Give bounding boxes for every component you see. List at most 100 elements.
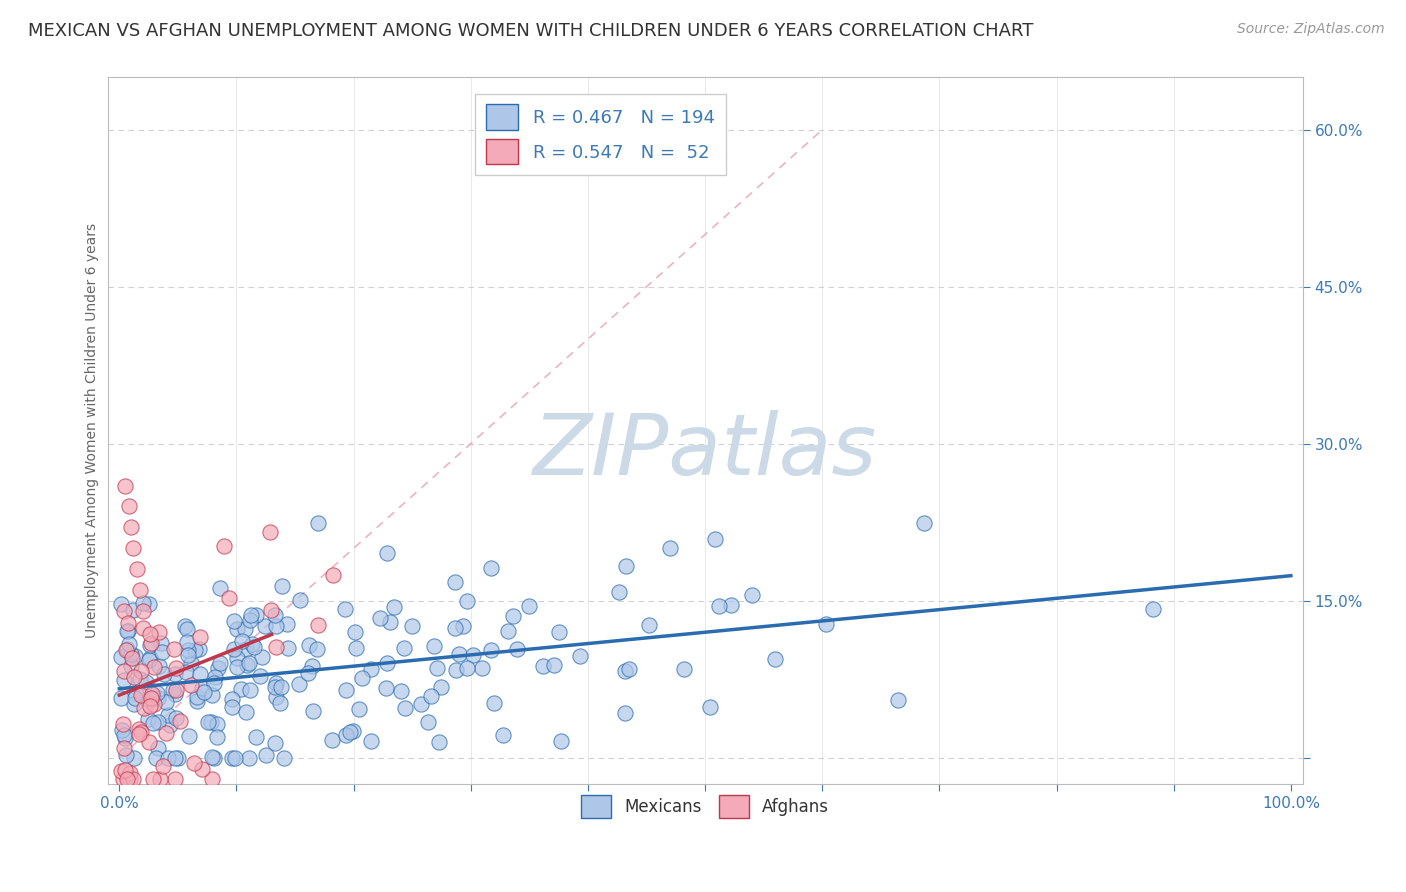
Point: [150, 636, 173, 650]
Point: [138, 598, 160, 612]
Point: [163, 687, 186, 701]
Point: [174, 665, 197, 679]
Point: [148, 624, 170, 639]
Point: [496, 624, 519, 639]
Point: [423, 639, 446, 653]
Point: [912, 516, 935, 531]
Point: [222, 614, 245, 628]
Point: [142, 716, 165, 731]
Point: [155, 726, 177, 740]
Point: [426, 661, 449, 675]
Point: [148, 740, 170, 755]
Point: [250, 649, 273, 664]
Point: [188, 631, 211, 645]
Point: [202, 750, 225, 764]
Point: [264, 607, 287, 622]
Point: [142, 772, 165, 786]
Point: [146, 691, 169, 706]
Point: [239, 682, 262, 697]
Point: [218, 591, 240, 606]
Point: [209, 581, 232, 595]
Point: [506, 641, 529, 656]
Point: [568, 649, 591, 664]
Point: [617, 662, 640, 676]
Point: [122, 670, 145, 684]
Point: [409, 697, 432, 711]
Point: [118, 765, 141, 780]
Point: [226, 650, 249, 665]
Point: [118, 772, 141, 786]
Point: [221, 692, 243, 706]
Point: [121, 650, 143, 665]
Point: [180, 678, 202, 692]
Point: [153, 667, 176, 681]
Point: [117, 615, 139, 630]
Point: [142, 690, 165, 705]
Point: [136, 713, 159, 727]
Point: [165, 682, 187, 697]
Point: [264, 676, 287, 690]
Point: [150, 645, 173, 659]
Point: [302, 704, 325, 718]
Point: [163, 666, 186, 681]
Point: [142, 660, 165, 674]
Point: [322, 568, 344, 582]
Point: [394, 701, 416, 715]
Point: [156, 707, 179, 722]
Point: [114, 763, 136, 777]
Point: [360, 734, 382, 748]
Point: [238, 656, 260, 670]
Point: [245, 730, 267, 744]
Point: [159, 718, 181, 732]
Point: [115, 624, 138, 638]
Point: [273, 750, 295, 764]
Point: [887, 693, 910, 707]
Point: [110, 597, 132, 611]
Point: [707, 599, 730, 613]
Point: [110, 723, 132, 738]
Point: [461, 648, 484, 662]
Point: [416, 714, 439, 729]
Point: [451, 619, 474, 633]
Point: [401, 619, 423, 633]
Point: [125, 562, 148, 576]
Point: [166, 750, 188, 764]
Point: [183, 756, 205, 770]
Point: [174, 619, 197, 633]
Point: [659, 541, 682, 555]
Point: [307, 516, 329, 530]
Point: [204, 670, 226, 684]
Point: [243, 640, 266, 655]
Point: [117, 624, 139, 639]
Point: [482, 696, 505, 710]
Point: [139, 639, 162, 653]
Point: [533, 659, 555, 673]
Text: Source: ZipAtlas.com: Source: ZipAtlas.com: [1237, 22, 1385, 37]
Point: [307, 618, 329, 632]
Point: [259, 524, 281, 539]
Point: [240, 637, 263, 651]
Point: [339, 724, 361, 739]
Point: [347, 702, 370, 716]
Point: [254, 747, 277, 762]
Point: [191, 681, 214, 695]
Point: [118, 637, 141, 651]
Point: [271, 579, 294, 593]
Point: [419, 689, 441, 703]
Point: [165, 661, 187, 675]
Point: [176, 643, 198, 657]
Legend: Mexicans, Afghans: Mexicans, Afghans: [575, 788, 835, 825]
Point: [456, 594, 478, 608]
Point: [239, 607, 262, 622]
Point: [114, 643, 136, 657]
Point: [157, 750, 180, 764]
Point: [456, 660, 478, 674]
Point: [288, 593, 311, 607]
Point: [208, 656, 231, 670]
Point: [152, 759, 174, 773]
Point: [502, 608, 524, 623]
Point: [165, 772, 187, 786]
Point: [201, 689, 224, 703]
Point: [139, 635, 162, 649]
Point: [120, 647, 142, 661]
